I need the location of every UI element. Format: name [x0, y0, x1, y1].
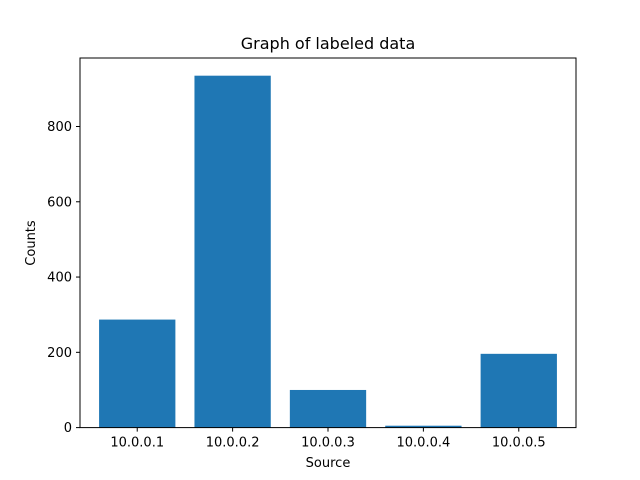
y-tick-label: 200 [47, 346, 72, 361]
bar-10.0.0.1 [99, 319, 176, 428]
chart-title: Graph of labeled data [241, 34, 416, 53]
y-axis-label: Counts [24, 220, 39, 266]
x-axis-label: Source [306, 456, 351, 471]
bar-10.0.0.3 [289, 389, 367, 428]
y-tick-label: 400 [47, 271, 72, 286]
y-axis-ticks: 0 200 400 600 800 [47, 120, 80, 436]
x-tick-label: 10.0.0.4 [397, 436, 451, 451]
x-tick-label: 10.0.0.5 [492, 436, 546, 451]
bar-10.0.0.2 [194, 75, 271, 428]
bar-10.0.0.4 [385, 425, 462, 428]
bar-10.0.0.5 [480, 353, 557, 428]
y-tick-label: 600 [47, 195, 72, 210]
x-tick-label: 10.0.0.3 [301, 436, 355, 451]
x-tick-label: 10.0.0.2 [206, 436, 260, 451]
x-axis-ticks: 10.0.0.1 10.0.0.2 10.0.0.3 10.0.0.4 10.0.0.5 [110, 427, 546, 451]
y-tick-label: 0 [64, 421, 72, 436]
bars-group [99, 75, 557, 428]
x-tick-label: 10.0.0.1 [110, 436, 164, 451]
y-tick-label: 800 [47, 120, 72, 135]
